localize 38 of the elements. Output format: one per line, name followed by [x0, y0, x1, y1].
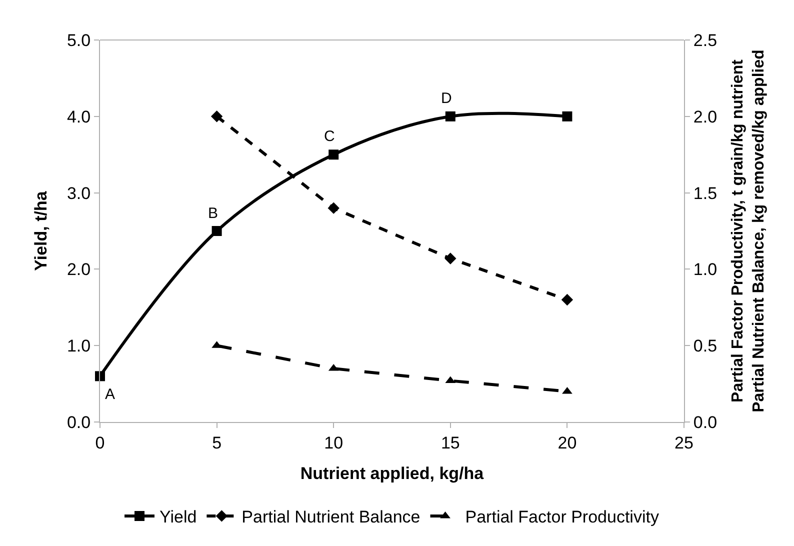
annotation: C [324, 128, 335, 145]
x-tick-label: 0 [95, 433, 105, 452]
point [562, 386, 572, 394]
y2-tick-label: 0.5 [693, 336, 718, 356]
y2-tick-label: 0.0 [693, 412, 718, 432]
legend-label: Partial Nutrient Balance [242, 508, 420, 527]
point [95, 371, 105, 382]
y2-tick-label: 1.0 [693, 260, 718, 280]
y-tick-label: 3.0 [66, 184, 91, 203]
point [562, 111, 572, 122]
legend-label: Yield [160, 508, 197, 527]
x-tick-label: 15 [440, 433, 460, 452]
y2-axis-title: Partial Factor Productivity, t grain/kg nutrient Partial Nutrient Balance, kg removed/kg applied [730, 50, 768, 412]
point [561, 294, 574, 306]
y2-tick-label: 2.5 [693, 30, 718, 50]
point [444, 252, 456, 264]
point [445, 111, 456, 122]
y-tick-label: 2.0 [66, 260, 91, 280]
annotation: D [441, 90, 452, 107]
x-tick-label: 10 [324, 433, 344, 452]
point [210, 110, 223, 122]
y-tick-label: 5.0 [66, 30, 91, 50]
y-tick-label: 0.0 [66, 412, 91, 432]
x-tick-label: 25 [674, 433, 694, 452]
point [212, 226, 222, 236]
y2-tick-label: 2.0 [693, 107, 718, 126]
x-tick-label: 20 [558, 433, 577, 452]
x-tick-label: 5 [212, 433, 222, 452]
y-tick-label: 4.0 [66, 107, 91, 126]
point [328, 150, 339, 160]
annotation: B [208, 205, 218, 222]
y-axis-title: Yield, t/ha [32, 190, 51, 271]
point [328, 202, 340, 214]
x-axis-title: Nutrient applied, kg/ha [300, 464, 484, 483]
annotation: A [105, 386, 116, 403]
legend-label: Partial Factor Productivity [465, 508, 660, 527]
y2-tick-label: 1.5 [693, 184, 718, 203]
y-tick-label: 1.0 [66, 336, 91, 356]
